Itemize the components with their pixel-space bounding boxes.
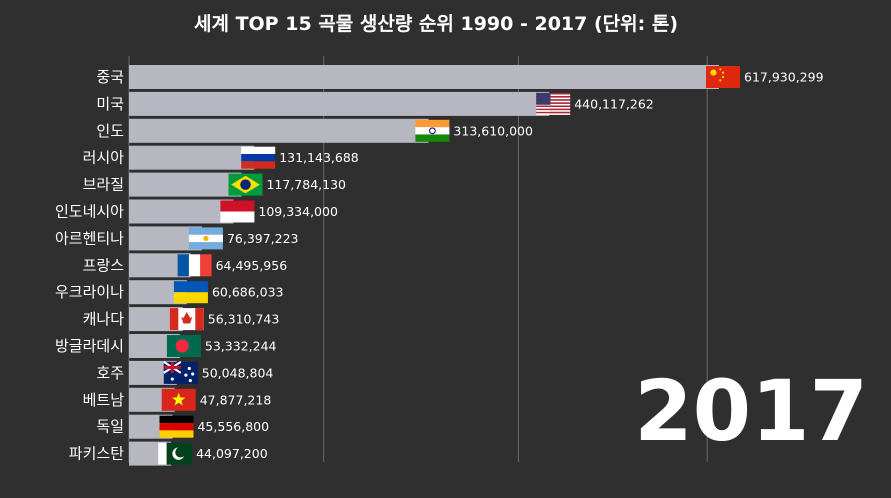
chart-title: 세계 TOP 15 곡물 생산량 순위 1990 - 2017 (단위: 톤) [194,13,678,35]
category-label: 브라질 [83,176,124,194]
value-label: 56,310,743 [208,312,280,327]
argentina-flag-icon [188,227,223,250]
bar [129,172,242,197]
value-label: 50,048,804 [202,365,274,380]
bar [129,118,429,143]
value-label: 47,877,218 [200,392,272,407]
bars: 중국 617,930,299 미국 440,117,262 인도 313,610,000 러… [55,65,824,466]
value-label: 76,397,223 [227,231,299,246]
bar-row: 미국 440,117,262 [96,91,654,116]
canada-flag-icon [169,308,204,331]
bar-row: 중국 617,930,299 [96,65,824,89]
value-label: 64,495,956 [216,258,288,273]
bar-row: 독일 45,556,800 [96,414,269,439]
value-label: 60,686,033 [212,285,284,300]
value-label: 44,097,200 [196,446,268,461]
category-label: 러시아 [83,149,125,167]
australia-flag-icon [163,361,198,384]
value-label: 131,143,688 [279,150,359,165]
bar-row: 인도네시아 109,334,000 [55,199,338,224]
category-label: 우크라이나 [55,283,124,301]
indonesia-flag-icon [220,200,255,223]
bangladesh-flag-icon [166,335,201,357]
value-label: 45,556,800 [197,419,269,434]
bar [129,253,191,278]
value-label: 440,117,262 [574,96,654,111]
category-label: 인도네시아 [55,203,124,221]
category-label: 베트남 [83,391,125,409]
bar [129,199,234,224]
bar-row: 러시아 131,143,688 [83,145,359,170]
value-label: 53,332,244 [205,339,277,354]
bar [129,65,719,89]
category-label: 미국 [96,95,124,113]
bar [129,91,550,116]
china-flag-icon [706,66,740,88]
value-label: 313,610,000 [453,123,533,138]
germany-flag-icon [159,415,194,438]
bar [129,145,255,170]
brazil-flag-icon [228,173,263,196]
category-label: 프랑스 [83,256,125,274]
category-label: 인도 [96,122,124,140]
category-label: 독일 [96,418,124,436]
category-label: 방글라데시 [55,337,124,355]
bar-row: 우크라이나 60,686,033 [55,280,284,305]
value-label: 617,930,299 [744,70,824,85]
bar-row: 인도 313,610,000 [96,118,533,143]
bar-row: 파키스탄 44,097,200 [69,441,268,466]
bar-row: 아르헨티나 76,397,223 [55,226,299,251]
bar-row: 베트남 47,877,218 [83,387,272,412]
bar-row: 방글라데시 53,332,244 [55,334,277,358]
category-label: 캐나다 [83,310,125,328]
usa-flag-icon [536,92,571,115]
category-label: 아르헨티나 [55,229,124,247]
bar-row: 호주 50,048,804 [96,360,274,385]
bar-row: 프랑스 64,495,956 [83,253,288,278]
pakistan-flag-icon [158,442,193,465]
france-flag-icon [177,254,212,277]
bar-row: 브라질 117,784,130 [83,172,346,197]
india-flag-icon [415,119,450,142]
ukraine-flag-icon [173,281,208,304]
russia-flag-icon [241,146,276,169]
value-label: 117,784,130 [266,177,346,192]
category-label: 중국 [96,68,124,86]
year-label: 2017 [634,362,868,460]
value-label: 109,334,000 [258,204,338,219]
vietnam-flag-icon [161,388,196,411]
bar-row: 캐나다 56,310,743 [83,307,280,332]
category-label: 호주 [96,364,124,382]
category-label: 파키스탄 [69,445,124,463]
